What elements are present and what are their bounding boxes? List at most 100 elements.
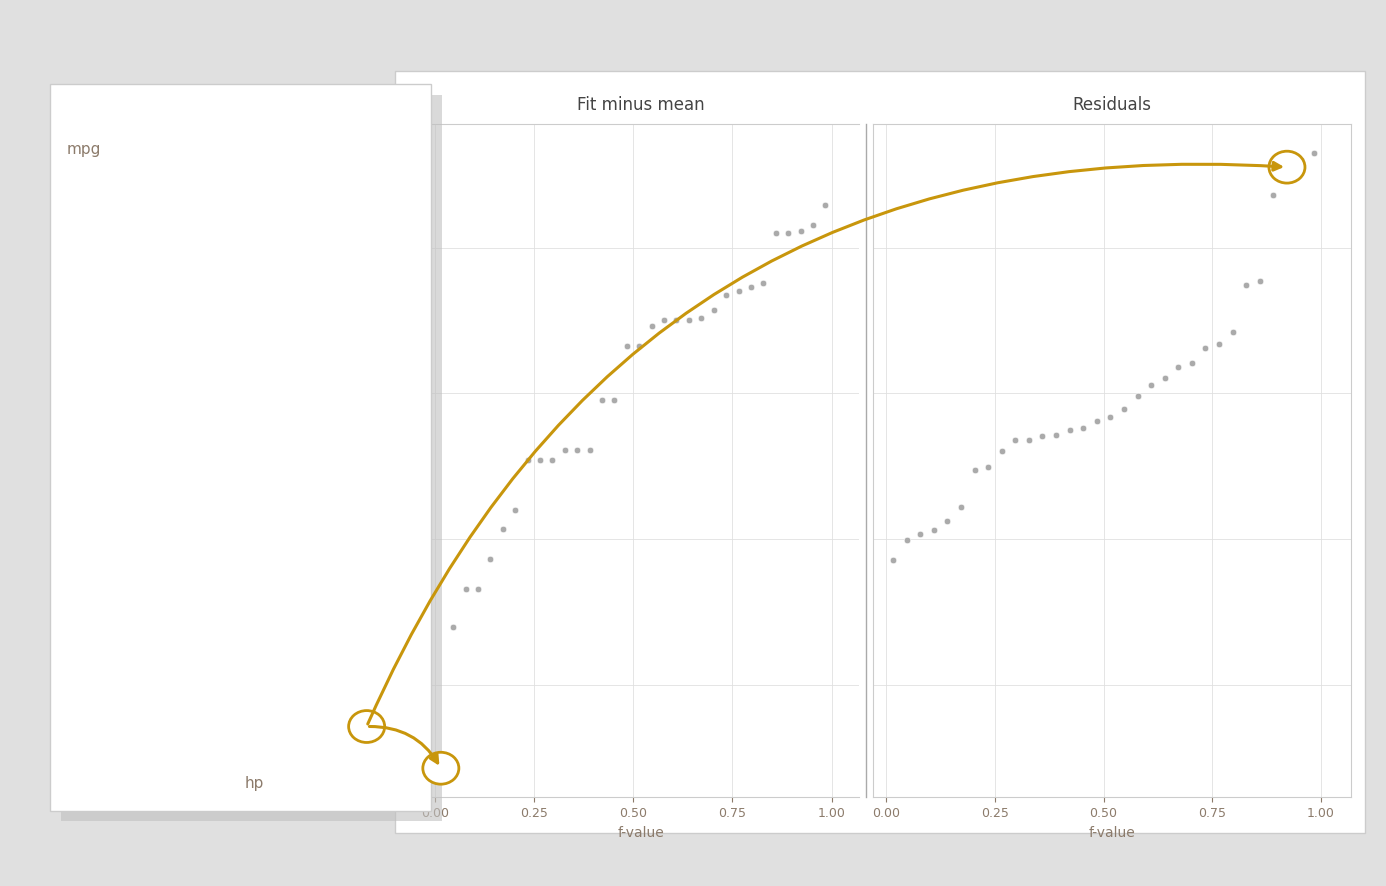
Point bbox=[183, 519, 205, 533]
Point bbox=[158, 398, 180, 412]
Point bbox=[740, 279, 762, 293]
Point bbox=[1141, 377, 1163, 392]
Point bbox=[258, 671, 280, 685]
Point bbox=[1045, 428, 1067, 442]
Point bbox=[168, 415, 190, 429]
Point bbox=[615, 339, 638, 354]
Point bbox=[1277, 160, 1299, 175]
Point bbox=[1195, 341, 1217, 355]
X-axis label: f-value: f-value bbox=[618, 826, 664, 840]
Point bbox=[1263, 188, 1285, 202]
Point bbox=[158, 417, 180, 431]
Point bbox=[1005, 433, 1027, 447]
Point bbox=[159, 417, 182, 431]
Point bbox=[1221, 325, 1243, 339]
Point bbox=[1153, 370, 1175, 385]
Point bbox=[567, 443, 589, 457]
Point bbox=[480, 552, 502, 566]
Point bbox=[590, 393, 613, 408]
Point bbox=[895, 533, 918, 548]
Point bbox=[136, 361, 158, 375]
Point bbox=[542, 453, 564, 467]
Point bbox=[765, 226, 787, 240]
Title: Fit minus mean: Fit minus mean bbox=[577, 97, 705, 114]
Point bbox=[136, 359, 158, 373]
Point bbox=[183, 439, 205, 454]
Point bbox=[923, 523, 945, 537]
Point bbox=[229, 530, 251, 544]
Point bbox=[205, 566, 227, 580]
Point bbox=[172, 455, 194, 469]
Point bbox=[225, 480, 247, 494]
Point bbox=[949, 501, 972, 515]
Point bbox=[653, 314, 675, 328]
Point bbox=[529, 453, 552, 467]
Point bbox=[909, 527, 931, 541]
Point bbox=[802, 218, 825, 232]
Point bbox=[229, 572, 251, 587]
Point bbox=[690, 311, 712, 325]
Point bbox=[554, 443, 577, 457]
Point bbox=[678, 314, 700, 328]
Point bbox=[249, 671, 272, 685]
Point bbox=[175, 262, 197, 276]
Point bbox=[703, 303, 725, 317]
Point bbox=[1073, 421, 1095, 435]
Point bbox=[283, 611, 305, 626]
Point bbox=[125, 262, 147, 276]
Point bbox=[168, 513, 190, 527]
Text: mpg: mpg bbox=[67, 142, 101, 157]
Point bbox=[270, 583, 292, 597]
Point bbox=[963, 462, 985, 477]
Point bbox=[430, 761, 452, 775]
Point bbox=[258, 568, 280, 582]
Point bbox=[229, 548, 251, 563]
Point bbox=[1249, 274, 1271, 288]
Point bbox=[1167, 360, 1189, 374]
Point bbox=[183, 439, 205, 454]
Point bbox=[728, 284, 750, 298]
Point bbox=[225, 512, 247, 526]
Point bbox=[356, 577, 378, 591]
Point bbox=[991, 444, 1013, 458]
Point bbox=[225, 512, 247, 526]
Point bbox=[442, 620, 464, 634]
Point bbox=[298, 560, 320, 574]
Point bbox=[1113, 401, 1135, 416]
Title: Residuals: Residuals bbox=[1073, 97, 1152, 114]
Point bbox=[753, 276, 775, 290]
Point bbox=[1235, 278, 1257, 292]
Point bbox=[225, 501, 247, 516]
Point bbox=[1085, 414, 1107, 428]
Point bbox=[172, 422, 194, 436]
Point bbox=[249, 554, 272, 568]
Point bbox=[1127, 389, 1149, 403]
Point bbox=[136, 361, 158, 375]
Point bbox=[133, 354, 155, 369]
Point bbox=[1017, 433, 1040, 447]
Point bbox=[283, 591, 305, 605]
Point bbox=[270, 588, 292, 602]
Point bbox=[505, 502, 527, 517]
Point bbox=[778, 226, 800, 240]
Point bbox=[172, 446, 194, 460]
Point bbox=[455, 582, 477, 596]
Point bbox=[229, 519, 251, 533]
Point bbox=[937, 514, 959, 528]
Point bbox=[640, 319, 663, 333]
Point bbox=[136, 222, 158, 236]
Point bbox=[628, 339, 650, 354]
Point bbox=[283, 610, 305, 624]
Point bbox=[298, 636, 320, 650]
Point bbox=[136, 190, 158, 205]
Point bbox=[603, 393, 625, 408]
Point bbox=[283, 610, 305, 624]
Point bbox=[172, 420, 194, 434]
Point bbox=[1099, 410, 1121, 424]
Point bbox=[159, 400, 182, 415]
Point bbox=[162, 403, 184, 417]
Point bbox=[715, 287, 737, 301]
Point bbox=[1209, 337, 1231, 351]
Point bbox=[578, 443, 600, 457]
Point bbox=[1181, 356, 1203, 370]
